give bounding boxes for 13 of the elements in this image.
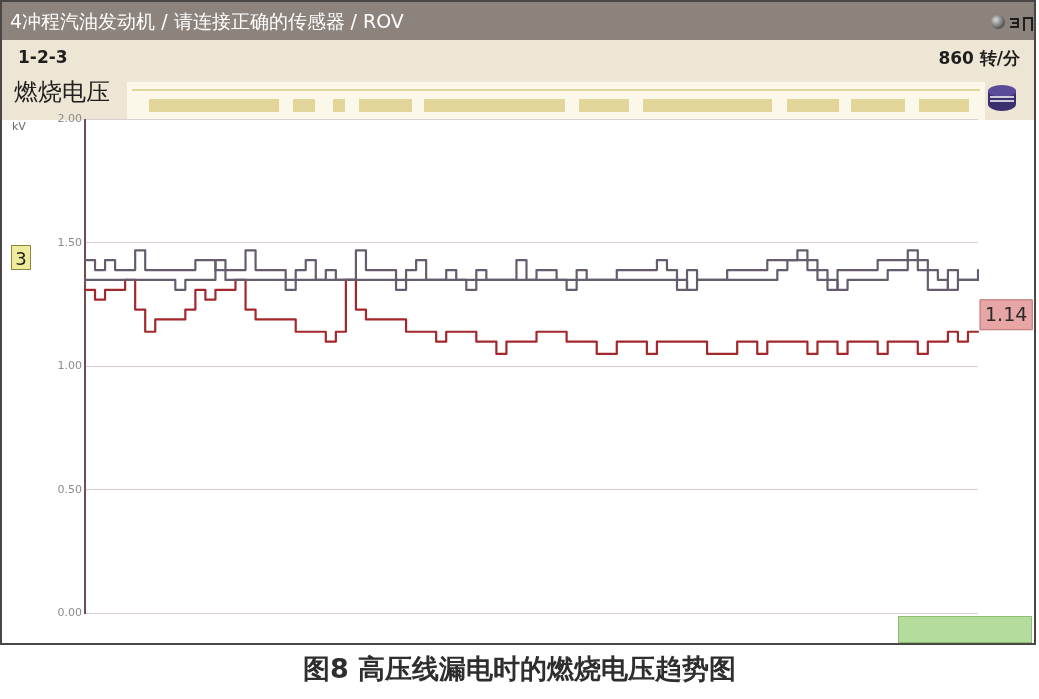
text: 860 转/分 bbox=[938, 47, 1020, 70]
text: 3 bbox=[11, 245, 31, 270]
chart-title: 燃烧电压 bbox=[14, 77, 110, 108]
y-tick-label: 0.50 bbox=[57, 482, 82, 496]
y-tick-label: 1.50 bbox=[57, 235, 82, 249]
y-tick-label: 1.00 bbox=[57, 359, 82, 373]
data-label: 1.14 bbox=[985, 302, 1028, 325]
y-axis-title: kV bbox=[12, 120, 26, 133]
text: 1-2-3 bbox=[18, 47, 68, 67]
y-tick-label: 2.00 bbox=[57, 112, 82, 126]
y-tick-label: 0.00 bbox=[57, 605, 82, 619]
chart-subtitle: 4冲程汽油发动机 / 请连接正确的传感器 / ROV bbox=[10, 9, 404, 34]
caption: 图8 高压线漏电时的燃烧电压趋势图 bbox=[301, 652, 738, 686]
